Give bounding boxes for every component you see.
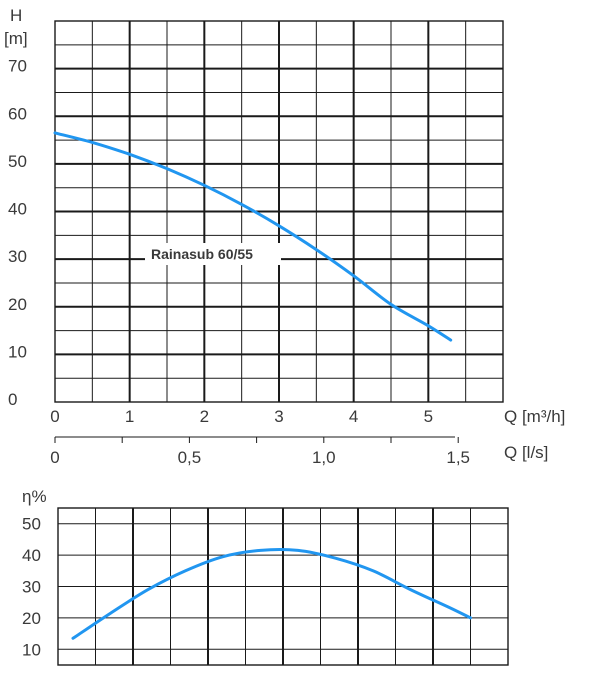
flow-ls-tick-label: 0	[50, 448, 59, 467]
head-y-tick-label: 60	[8, 104, 27, 123]
head-y-tick-label: 20	[8, 295, 27, 314]
flow-ls-tick-label: 1,5	[446, 448, 470, 467]
head-y-tick-label: 30	[8, 247, 27, 266]
flow-m3h-tick-label: 2	[200, 407, 209, 426]
head-y-tick-label: 70	[8, 57, 27, 76]
flow-ls-axis	[54, 436, 459, 443]
flow-ls-tick-labels: 0 0,5 1,0 1,5	[50, 448, 470, 467]
flow-m3h-tick-label: 3	[274, 407, 283, 426]
efficiency-curve	[71, 548, 472, 640]
flow-ls-tick-label: 0,5	[178, 448, 202, 467]
flow-ls-tick-label: 1,0	[312, 448, 336, 467]
head-y-tick-labels: 0 10 20 30 40 50 60 70	[8, 57, 27, 409]
efficiency-y-tick-label: 50	[22, 515, 41, 534]
efficiency-axis-label: η%	[22, 487, 47, 506]
flow-m3h-tick-label: 5	[424, 407, 433, 426]
efficiency-y-tick-labels: 10 20 30 40 50	[22, 515, 41, 660]
head-chart-frame	[54, 20, 504, 403]
head-y-tick-label: 10	[8, 342, 27, 361]
flow-m3h-tick-label: 0	[50, 407, 59, 426]
efficiency-chart-frame	[57, 507, 509, 666]
flow-m3h-tick-labels: 0 1 2 3 4 5	[50, 407, 433, 426]
flow-ls-axis-label: Q [l/s]	[504, 443, 548, 462]
head-y-tick-label: 50	[8, 152, 27, 171]
efficiency-y-tick-label: 30	[22, 578, 41, 597]
flow-m3h-tick-label: 4	[349, 407, 358, 426]
efficiency-y-tick-label: 40	[22, 546, 41, 565]
flow-m3h-tick-label: 1	[125, 407, 134, 426]
flow-m3h-axis-label: Q [m³/h]	[504, 407, 565, 426]
head-chart-grid	[55, 21, 503, 402]
efficiency-chart: 10 20 30 40 50 η%	[22, 487, 509, 666]
head-y-tick-label: 40	[8, 200, 27, 219]
efficiency-chart-grid	[58, 508, 508, 665]
head-axis-unit: [m]	[4, 29, 28, 48]
head-axis-label: H	[10, 6, 22, 25]
efficiency-y-tick-label: 20	[22, 609, 41, 628]
series-label-background	[145, 243, 281, 265]
head-curve	[53, 131, 453, 342]
efficiency-y-tick-label: 10	[22, 640, 41, 659]
head-y-tick-label: 0	[8, 390, 17, 409]
series-label: Rainasub 60/55	[151, 246, 253, 262]
